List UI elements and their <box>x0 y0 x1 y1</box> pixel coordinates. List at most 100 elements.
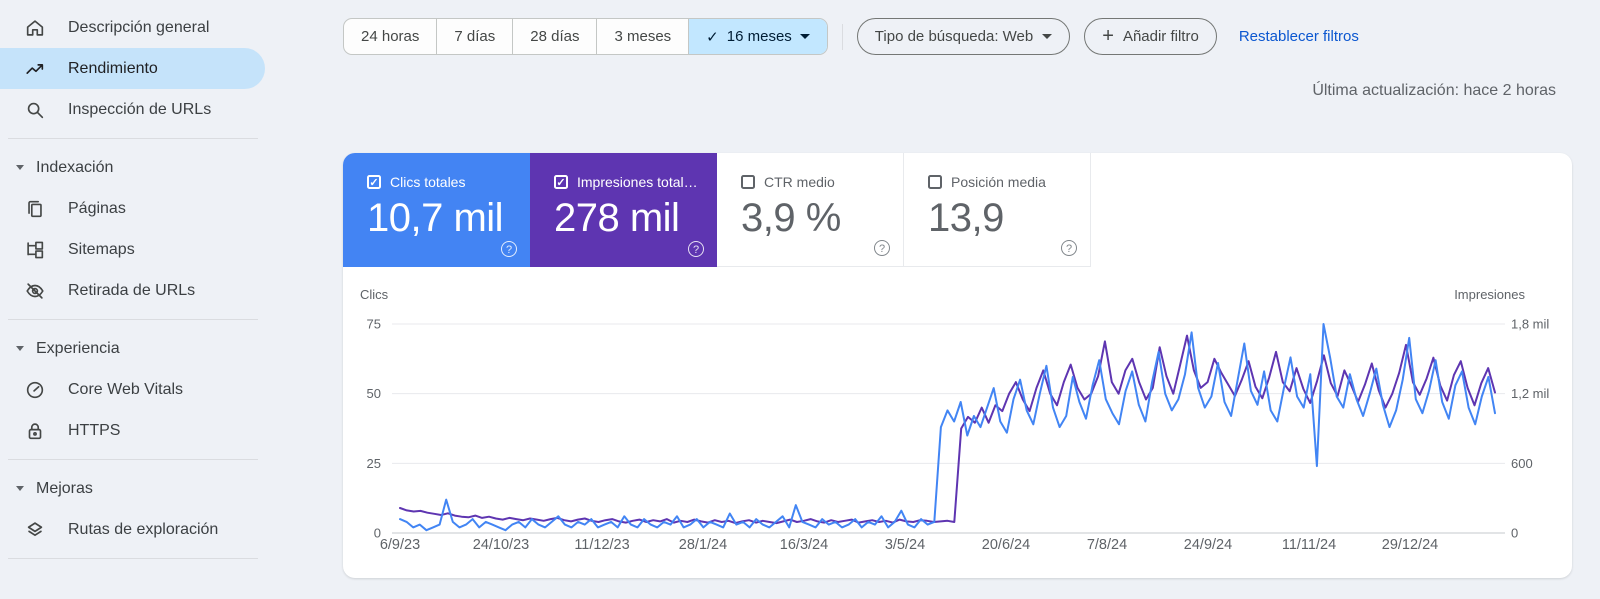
sidebar-section-label: Experiencia <box>36 339 120 357</box>
metric-tile-header: CTR medio <box>741 174 903 190</box>
checkbox-checked-icon[interactable]: ✓ <box>367 175 381 189</box>
plus-icon: + <box>1102 24 1114 47</box>
right-axis-tick: 600 <box>1511 456 1533 471</box>
left-axis-tick: 0 <box>374 526 381 541</box>
checkbox-unchecked-icon[interactable] <box>741 175 755 189</box>
sidebar-item-url-removals[interactable]: Retirada de URLs <box>0 270 265 311</box>
performance-card: ✓ Clics totales 10,7 mil? ✓ Impresiones tota… <box>343 153 1572 578</box>
sidebar-item-overview[interactable]: Descripción general <box>0 7 265 48</box>
sidebar-item-https[interactable]: HTTPS <box>0 410 265 451</box>
home-icon <box>24 17 46 39</box>
right-axis-title: Impresiones <box>1454 287 1525 302</box>
sidebar-divider <box>0 550 300 567</box>
date-range-control: 24 horas 7 días 28 días 3 meses ✓ 16 meses <box>343 18 828 55</box>
x-axis-tick: 6/9/23 <box>380 537 420 553</box>
sidebar-item-label: Rendimiento <box>68 59 158 77</box>
metric-tile-header: Posición media <box>928 174 1090 190</box>
range-3m-button[interactable]: 3 meses <box>597 19 690 54</box>
left-axis-title: Clics <box>360 287 389 302</box>
gauge-icon <box>24 379 46 401</box>
help-icon[interactable]: ? <box>688 241 704 257</box>
sidebar-item-url-inspection[interactable]: Inspección de URLs <box>0 89 265 130</box>
sidebar-divider <box>0 451 300 468</box>
performance-chart: Clics Impresiones 0 0 25 600 50 1,2 mil 75 1,8 mi… <box>360 287 1549 553</box>
left-axis-tick: 25 <box>367 456 381 471</box>
sidebar-item-label: Rutas de exploración <box>68 520 219 538</box>
help-icon[interactable]: ? <box>1061 240 1077 256</box>
check-icon: ✓ <box>706 28 719 46</box>
x-axis-tick: 28/1/24 <box>679 537 727 553</box>
sidebar-item-label: Sitemaps <box>68 240 135 258</box>
metric-label: Clics totales <box>390 174 466 190</box>
range-label: 24 horas <box>361 28 420 45</box>
sidebar: Descripción general Rendimiento Inspección… <box>0 0 300 599</box>
add-filter-label: Añadir filtro <box>1122 28 1199 45</box>
sidebar-item-label: Inspección de URLs <box>68 100 212 118</box>
x-axis-tick: 29/12/24 <box>1382 537 1438 553</box>
range-7d-button[interactable]: 7 días <box>437 19 514 54</box>
right-axis-tick: 1,2 mil <box>1511 386 1549 401</box>
metric-tile-avg-position[interactable]: Posición media 13,9? <box>904 153 1091 267</box>
search-type-dropdown[interactable]: Tipo de búsqueda: Web <box>856 18 1071 55</box>
sidebar-section-label: Indexación <box>36 158 114 176</box>
sidebar-item-label: HTTPS <box>68 421 121 439</box>
range-label: 7 días <box>454 28 496 45</box>
metric-tile-total-impressions[interactable]: ✓ Impresiones total… 278 mil? <box>530 153 717 267</box>
eye-off-icon <box>24 280 46 302</box>
series-line-clicks <box>399 323 1496 532</box>
metric-value: 10,7 mil <box>367 196 504 240</box>
range-24h-button[interactable]: 24 horas <box>344 19 438 54</box>
right-axis-tick: 0 <box>1511 526 1518 541</box>
sidebar-section-experience[interactable]: Experiencia <box>0 328 300 369</box>
sidebar-item-label: Retirada de URLs <box>68 281 196 299</box>
checkbox-checked-icon[interactable]: ✓ <box>554 175 568 189</box>
metric-tile-avg-ctr[interactable]: CTR medio 3,9 %? <box>717 153 904 267</box>
sidebar-item-breadcrumbs[interactable]: Rutas de exploración <box>0 509 265 550</box>
sidebar-section-label: Mejoras <box>36 479 93 497</box>
metric-tiles: ✓ Clics totales 10,7 mil? ✓ Impresiones tota… <box>343 153 1572 267</box>
sidebar-divider <box>0 130 300 147</box>
sidebar-item-label: Páginas <box>68 199 126 217</box>
sidebar-item-performance[interactable]: Rendimiento <box>0 48 265 89</box>
metric-label: CTR medio <box>764 174 835 190</box>
sidebar-item-label: Core Web Vitals <box>68 380 184 398</box>
add-filter-button[interactable]: + Añadir filtro <box>1084 18 1217 55</box>
sitemap-icon <box>24 239 46 261</box>
checkbox-unchecked-icon[interactable] <box>928 175 942 189</box>
x-axis-tick: 24/9/24 <box>1184 537 1232 553</box>
sidebar-section-enhancements[interactable]: Mejoras <box>0 468 300 509</box>
metric-label: Posición media <box>951 174 1046 190</box>
x-axis-tick: 20/6/24 <box>982 537 1030 553</box>
chevron-down-icon <box>799 34 810 39</box>
help-icon[interactable]: ? <box>501 241 517 257</box>
sidebar-item-pages[interactable]: Páginas <box>0 188 265 229</box>
sidebar-item-sitemaps[interactable]: Sitemaps <box>0 229 265 270</box>
x-axis-tick: 7/8/24 <box>1087 537 1127 553</box>
reset-filters-link[interactable]: Restablecer filtros <box>1238 28 1359 45</box>
range-16m-button[interactable]: ✓ 16 meses <box>689 19 827 54</box>
triangle-down-icon <box>16 346 24 351</box>
range-label: 3 meses <box>614 28 672 45</box>
sidebar-section-indexing[interactable]: Indexación <box>0 147 300 188</box>
metric-tile-total-clicks[interactable]: ✓ Clics totales 10,7 mil? <box>343 153 530 267</box>
x-axis-tick: 24/10/23 <box>473 537 529 553</box>
x-axis-tick: 11/11/24 <box>1282 537 1336 553</box>
chevron-down-icon <box>1042 34 1053 39</box>
metric-value: 278 mil <box>554 196 680 240</box>
metric-value: 3,9 % <box>741 196 841 240</box>
sidebar-item-core-web-vitals[interactable]: Core Web Vitals <box>0 369 265 410</box>
left-axis-tick: 75 <box>367 317 381 332</box>
toolbar-divider <box>841 23 843 50</box>
range-28d-button[interactable]: 28 días <box>513 19 598 54</box>
triangle-down-icon <box>16 486 24 491</box>
sidebar-nav: Descripción general Rendimiento Inspección… <box>0 7 300 567</box>
pages-icon <box>24 198 46 220</box>
help-icon[interactable]: ? <box>874 240 890 256</box>
metric-tile-header: ✓ Impresiones total… <box>554 174 717 190</box>
metric-tile-header: ✓ Clics totales <box>367 174 530 190</box>
search-icon <box>24 99 46 121</box>
sidebar-divider <box>0 311 300 328</box>
metric-label: Impresiones total… <box>577 174 698 190</box>
x-axis-tick: 11/12/23 <box>574 537 629 553</box>
search-type-label: Tipo de búsqueda: Web <box>874 28 1034 45</box>
